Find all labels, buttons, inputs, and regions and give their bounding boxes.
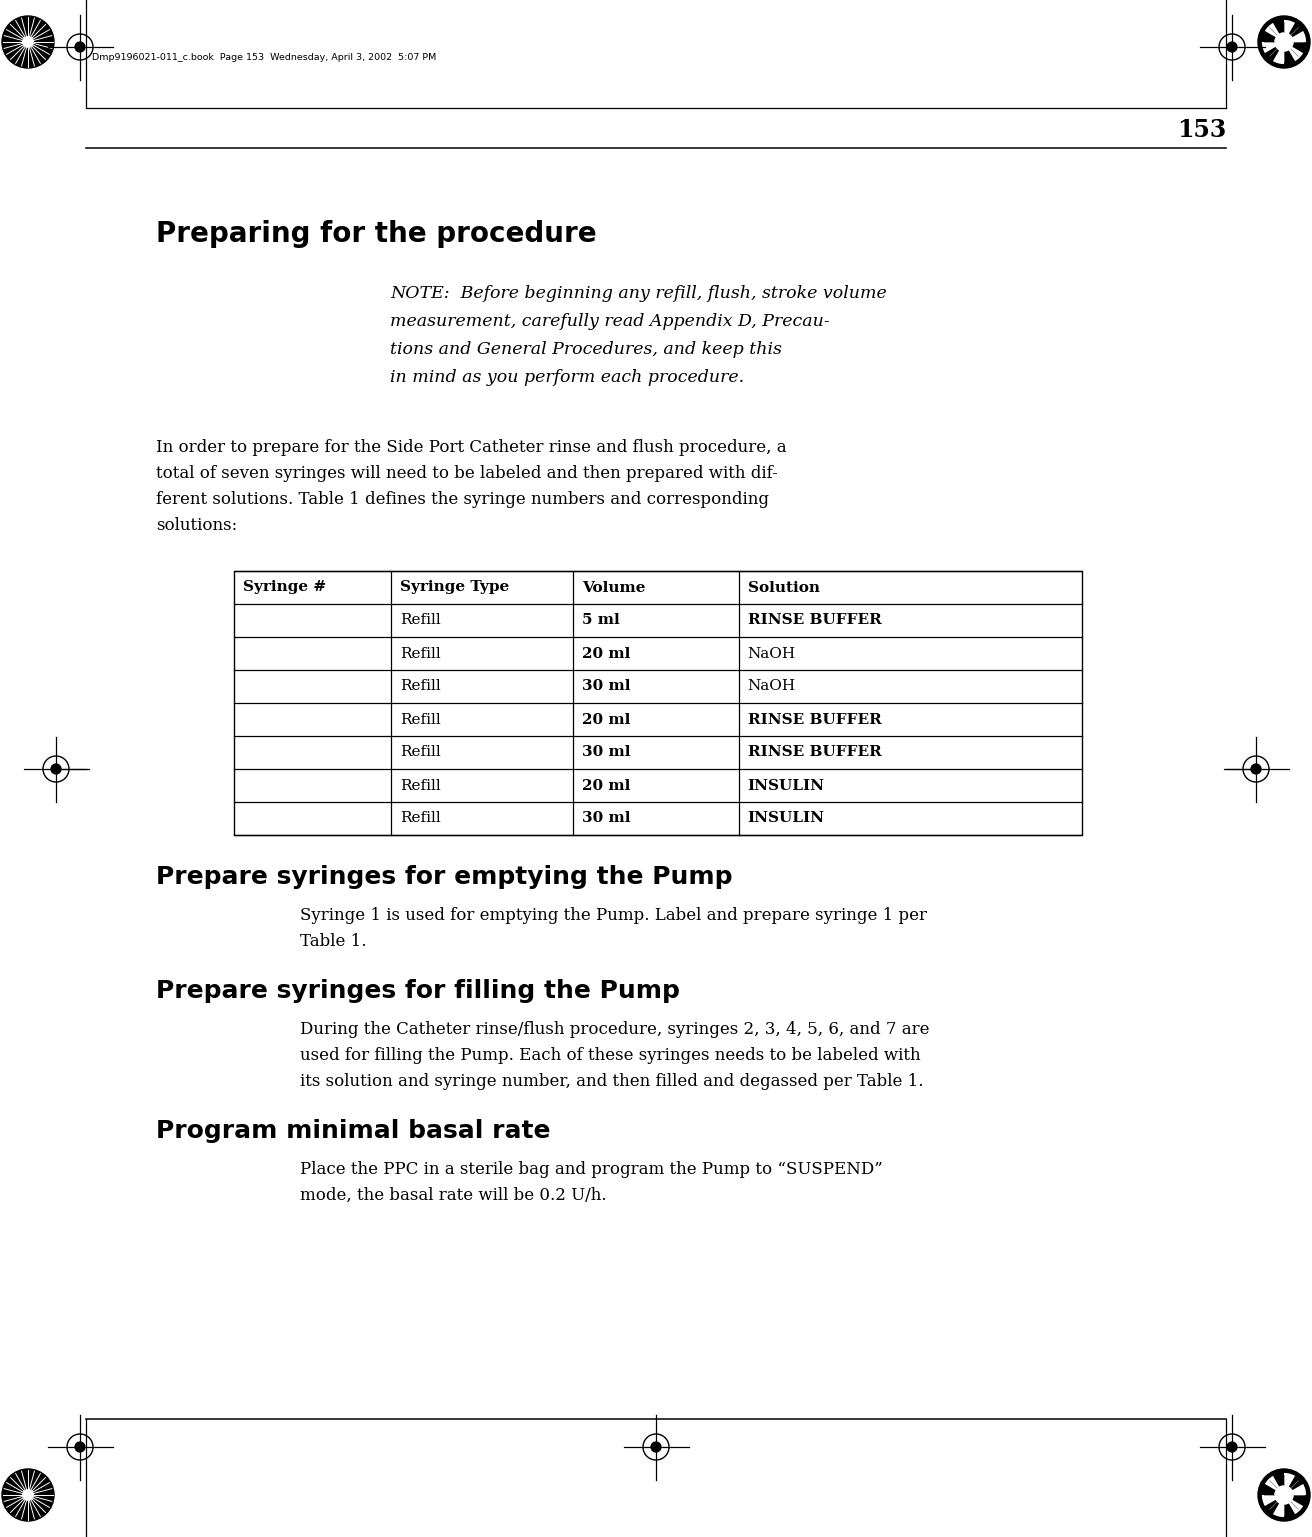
Text: its solution and syringe number, and then filled and degassed per Table 1.: its solution and syringe number, and the… [300, 1073, 924, 1090]
Circle shape [22, 1489, 33, 1500]
Text: 30 ml: 30 ml [583, 679, 631, 693]
Text: solutions:: solutions: [156, 516, 237, 533]
Circle shape [75, 41, 85, 52]
Circle shape [1258, 15, 1309, 68]
Bar [234, 572, 1082, 835]
Text: Volume: Volume [583, 581, 646, 595]
Wedge shape [1284, 31, 1307, 41]
Text: measurement, carefully read Appendix D, Precau-: measurement, carefully read Appendix D, … [390, 314, 829, 330]
Text: Refill: Refill [400, 679, 441, 693]
Text: tions and General Procedures, and keep this: tions and General Procedures, and keep t… [390, 341, 782, 358]
Text: Refill: Refill [400, 647, 441, 661]
Text: Refill: Refill [400, 713, 441, 727]
Text: INSULIN: INSULIN [748, 812, 824, 825]
Text: RINSE BUFFER: RINSE BUFFER [748, 613, 882, 627]
Text: NOTE:  Before beginning any refill, flush, stroke volume: NOTE: Before beginning any refill, flush… [390, 284, 887, 301]
Wedge shape [1273, 41, 1284, 65]
Text: mode, the basal rate will be 0.2 U/h.: mode, the basal rate will be 0.2 U/h. [300, 1187, 606, 1203]
Text: total of seven syringes will need to be labeled and then prepared with dif-: total of seven syringes will need to be … [156, 466, 778, 483]
Wedge shape [1284, 1496, 1303, 1514]
Text: 30 ml: 30 ml [583, 745, 631, 759]
Text: 20 ml: 20 ml [583, 713, 631, 727]
Wedge shape [1273, 1496, 1284, 1517]
Text: Refill: Refill [400, 812, 441, 825]
Text: Prepare syringes for filling the Pump: Prepare syringes for filling the Pump [156, 979, 680, 1004]
Text: NaOH: NaOH [748, 647, 795, 661]
Text: Syringe Type: Syringe Type [400, 581, 509, 595]
Wedge shape [1284, 20, 1295, 41]
Circle shape [651, 1442, 661, 1452]
Wedge shape [1284, 1483, 1307, 1496]
Text: Prepare syringes for emptying the Pump: Prepare syringes for emptying the Pump [156, 865, 732, 888]
Circle shape [1252, 764, 1261, 775]
Text: 30 ml: 30 ml [583, 812, 631, 825]
Text: Syringe #: Syringe # [243, 581, 327, 595]
Wedge shape [1262, 41, 1284, 54]
Text: Refill: Refill [400, 613, 441, 627]
Text: NaOH: NaOH [748, 679, 795, 693]
Text: Dmp9196021-011_c.book  Page 153  Wednesday, April 3, 2002  5:07 PM: Dmp9196021-011_c.book Page 153 Wednesday… [92, 54, 437, 63]
Text: Refill: Refill [400, 745, 441, 759]
Circle shape [1227, 41, 1237, 52]
Wedge shape [1265, 1476, 1284, 1496]
Text: ferent solutions. Table 1 defines the syringe numbers and corresponding: ferent solutions. Table 1 defines the sy… [156, 490, 769, 509]
Text: Place the PPC in a sterile bag and program the Pump to “SUSPEND”: Place the PPC in a sterile bag and progr… [300, 1160, 883, 1177]
Circle shape [51, 764, 60, 775]
Text: RINSE BUFFER: RINSE BUFFER [748, 745, 882, 759]
Text: 20 ml: 20 ml [583, 779, 631, 793]
Circle shape [1275, 1486, 1294, 1505]
Wedge shape [1284, 41, 1303, 61]
Text: Solution: Solution [748, 581, 820, 595]
Text: 20 ml: 20 ml [583, 647, 631, 661]
Circle shape [1258, 1469, 1309, 1522]
Circle shape [22, 37, 33, 48]
Text: 153: 153 [1177, 118, 1225, 141]
Text: Refill: Refill [400, 779, 441, 793]
Text: During the Catheter rinse/flush procedure, syringes 2, 3, 4, 5, 6, and 7 are: During the Catheter rinse/flush procedur… [300, 1021, 929, 1037]
Text: Table 1.: Table 1. [300, 933, 366, 950]
Wedge shape [1284, 1472, 1295, 1496]
Text: 5 ml: 5 ml [583, 613, 621, 627]
Text: In order to prepare for the Side Port Catheter rinse and flush procedure, a: In order to prepare for the Side Port Ca… [156, 440, 787, 456]
Text: in mind as you perform each procedure.: in mind as you perform each procedure. [390, 369, 744, 386]
Text: INSULIN: INSULIN [748, 779, 824, 793]
Text: used for filling the Pump. Each of these syringes needs to be labeled with: used for filling the Pump. Each of these… [300, 1047, 921, 1064]
Circle shape [1275, 32, 1294, 51]
Circle shape [1227, 1442, 1237, 1452]
Circle shape [3, 15, 54, 68]
Text: Program minimal basal rate: Program minimal basal rate [156, 1119, 551, 1144]
Text: RINSE BUFFER: RINSE BUFFER [748, 713, 882, 727]
Circle shape [3, 1469, 54, 1522]
Text: Syringe 1 is used for emptying the Pump. Label and prepare syringe 1 per: Syringe 1 is used for emptying the Pump.… [300, 907, 928, 924]
Wedge shape [1265, 23, 1284, 41]
Wedge shape [1262, 1496, 1284, 1506]
Text: Preparing for the procedure: Preparing for the procedure [156, 220, 597, 247]
Circle shape [75, 1442, 85, 1452]
